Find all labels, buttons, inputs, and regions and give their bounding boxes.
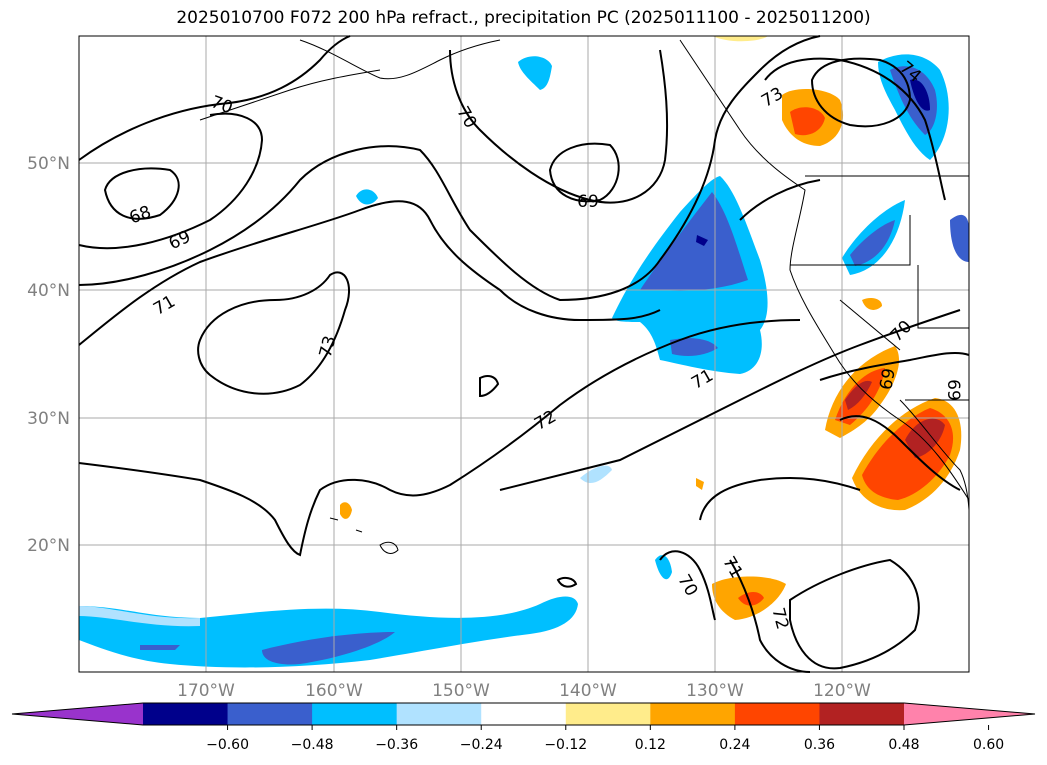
contour-71-south (78, 200, 661, 346)
lat-label: 50°N (27, 154, 70, 174)
graticule (79, 36, 969, 672)
contour-72-closed (789, 558, 920, 670)
precip-region (79, 606, 200, 627)
contour-72 (78, 319, 801, 557)
alaska-coast (299, 39, 501, 80)
longitude-labels: 170°W 160°W 150°W 140°W 130°W 120°W (177, 681, 871, 701)
colorbar-tick-label: −0.12 (544, 737, 587, 753)
precip-region (140, 645, 180, 650)
precip-region (670, 338, 718, 356)
state-border (917, 265, 969, 329)
precip-shading (79, 36, 969, 668)
baja-coast (899, 399, 970, 511)
colorbar-extend-min (12, 703, 143, 725)
lon-label: 140°W (559, 681, 617, 701)
colorbar-segment (650, 703, 736, 725)
lon-label: 170°W (177, 681, 235, 701)
precip-region (655, 555, 672, 580)
colorbar-segment (481, 703, 567, 725)
lat-label: 30°N (27, 409, 70, 429)
coastlines (199, 39, 970, 588)
colorbar-tick-label: −0.60 (206, 737, 249, 753)
contour-71-east (499, 309, 961, 491)
precip-region (862, 298, 882, 310)
colorbar-tick-label: 0.12 (635, 737, 666, 753)
precip-region (696, 235, 708, 246)
precip-region (640, 192, 748, 291)
colorbar-segment (565, 703, 651, 725)
precip-region (790, 107, 825, 136)
contour-label: 69 (876, 367, 899, 392)
contour-69-southeast (839, 415, 961, 491)
precip-region (850, 220, 895, 266)
precip-region (910, 79, 930, 111)
colorbar-segment (312, 703, 398, 725)
map-frame (78, 35, 970, 673)
island (479, 375, 500, 398)
colorbar-tick-label: −0.36 (375, 737, 418, 753)
contour-71-southeast (699, 477, 861, 521)
state-border (790, 215, 911, 266)
west-coast (679, 39, 970, 501)
chart-title: 2025010700 F072 200 hPa refract., precip… (176, 8, 871, 28)
lon-label: 160°W (305, 681, 363, 701)
precip-region (340, 502, 352, 519)
hawaii-island (379, 541, 399, 554)
refractivity-contours (78, 35, 970, 673)
contour-69 (78, 112, 264, 250)
state-border (839, 299, 901, 351)
contour-label: 69 (943, 379, 963, 401)
contour-71-main (78, 35, 821, 302)
contour-74 (810, 57, 912, 128)
contour-73-north (764, 57, 946, 201)
precip-region (262, 632, 395, 665)
colorbar-segment (819, 703, 905, 725)
contour-68 (103, 167, 180, 220)
contour-70-east (819, 351, 970, 381)
contour-69-north (548, 142, 620, 203)
colorbar-outline (11, 702, 1036, 726)
contour-70-north (449, 49, 669, 204)
latitude-labels: 50°N 40°N 30°N 20°N (27, 154, 70, 556)
colorbar: −0.60 −0.48 −0.36 −0.24 −0.12 0.12 0.24 0.36 0.4… (11, 702, 1036, 753)
precip-region (738, 592, 764, 606)
aleutian-chain (199, 69, 381, 121)
colorbar-tick-label: 0.36 (804, 737, 835, 753)
precip-region (712, 36, 768, 42)
colorbar-segment (396, 703, 482, 725)
colorbar-segment (227, 703, 313, 725)
colorbar-tick-label: −0.48 (291, 737, 334, 753)
colorbar-tick-label: 0.24 (719, 737, 750, 753)
precip-region (845, 380, 872, 410)
contour-72-northeast (739, 179, 821, 221)
lon-label: 150°W (432, 681, 490, 701)
contour-70-south (659, 550, 716, 621)
contour-73 (197, 271, 350, 395)
contour-70-west (78, 35, 351, 161)
colorbar-segment (143, 703, 229, 725)
lon-label: 120°W (813, 681, 871, 701)
contour-72-south (729, 559, 811, 673)
precip-region (518, 56, 552, 90)
lon-label: 130°W (686, 681, 744, 701)
contour-label: 69 (577, 192, 599, 212)
precip-region (905, 418, 945, 458)
colorbar-extend-max (904, 703, 1035, 725)
colorbar-tick-label: 0.48 (888, 737, 919, 753)
lat-label: 40°N (27, 281, 70, 301)
precip-region (356, 189, 378, 205)
precip-region (950, 214, 969, 262)
precip-region (696, 478, 704, 490)
colorbar-segment (734, 703, 820, 725)
colorbar-tick-label: −0.24 (460, 737, 503, 753)
colorbar-tick-label: 0.60 (973, 737, 1004, 753)
hawaii-island (329, 517, 363, 533)
lat-label: 20°N (27, 536, 70, 556)
island (556, 576, 578, 588)
precip-region (79, 596, 578, 668)
